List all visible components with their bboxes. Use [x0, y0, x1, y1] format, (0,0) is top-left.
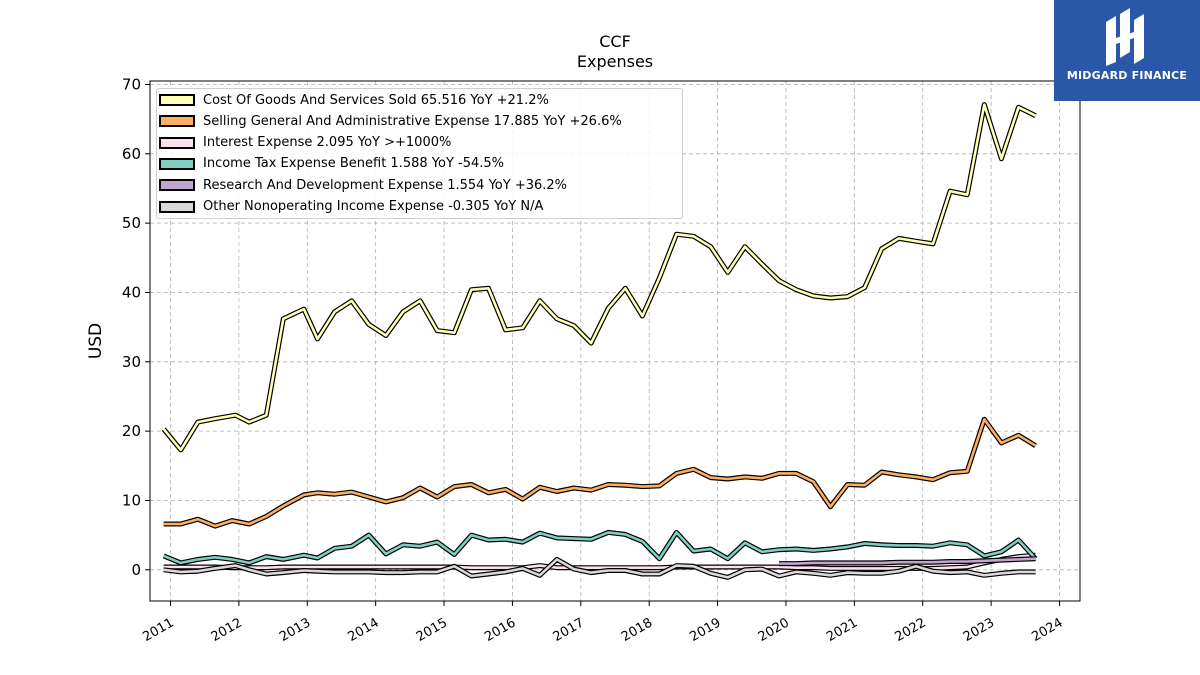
x-tick-label: 2021 — [824, 615, 860, 645]
x-axis-ticks: 2011 2012 2013 2014 2015 2016 2017 2018 2019 2020… — [140, 601, 1065, 645]
brand-logo: MIDGARD FINANCE — [1054, 0, 1200, 101]
chart-title-subtitle: Expenses — [576, 52, 654, 71]
legend-item: Cost Of Goods And Services Sold 65.516 Y… — [159, 90, 549, 110]
chart-legend: Cost Of Goods And Services Sold 65.516 Y… — [156, 88, 683, 219]
y-axis-label: USD — [86, 323, 106, 359]
series-line-6 — [163, 558, 1036, 579]
legend-swatch — [159, 94, 195, 106]
legend-item: Other Nonoperating Income Expense -0.305… — [159, 197, 543, 217]
midgard-finance-logo-icon — [1106, 8, 1144, 66]
series-line-4 — [163, 531, 1037, 565]
y-tick-label: 60 — [122, 145, 141, 163]
y-tick-label: 30 — [122, 353, 141, 371]
series-line-1 — [162, 103, 1037, 452]
y-axis-ticks: 0 10 20 30 40 50 60 70 — [122, 75, 150, 579]
x-tick-label: 2022 — [893, 615, 929, 645]
y-tick-label: 10 — [122, 491, 141, 509]
series-line-2 — [163, 418, 1037, 528]
x-tick-label: 2019 — [687, 615, 723, 645]
series-line-outline — [163, 416, 1037, 529]
legend-swatch — [159, 179, 195, 192]
x-tick-label: 2020 — [756, 615, 792, 645]
x-tick-label: 2023 — [961, 615, 997, 645]
chart-series-lines — [161, 102, 1038, 580]
x-tick-label: 2013 — [277, 615, 313, 645]
x-tick-label: 2017 — [551, 615, 587, 645]
legend-swatch — [159, 200, 195, 213]
y-tick-label: 0 — [131, 561, 141, 579]
legend-label: Other Nonoperating Income Expense -0.305… — [203, 199, 544, 214]
legend-swatch — [159, 115, 195, 128]
brand-name: MIDGARD FINANCE — [1066, 69, 1188, 82]
y-tick-label: 40 — [122, 283, 141, 301]
x-tick-label: 2012 — [209, 615, 245, 645]
series-line-5 — [779, 557, 1036, 565]
plot-frame — [149, 80, 1081, 602]
x-tick-label: 2024 — [1029, 615, 1065, 645]
chart-title-ticker: CCF — [599, 32, 631, 51]
x-tick-label: 2018 — [619, 615, 655, 645]
legend-item: Interest Expense 2.095 YoY >+1000% — [159, 133, 451, 153]
legend-swatch — [159, 136, 195, 149]
x-tick-label: 2016 — [482, 615, 518, 645]
legend-label: Selling General And Administrative Expen… — [203, 113, 622, 129]
legend-item: Selling General And Administrative Expen… — [159, 111, 622, 131]
legend-swatch — [159, 157, 195, 170]
series-line-3 — [163, 553, 1036, 570]
y-tick-label: 70 — [122, 75, 141, 93]
x-tick-label: 2014 — [346, 615, 382, 645]
y-tick-label: 50 — [122, 214, 141, 232]
legend-item: Income Tax Expense Benefit 1.588 YoY -54… — [159, 154, 504, 174]
legend-label: Interest Expense 2.095 YoY >+1000% — [203, 135, 452, 151]
y-tick-label: 20 — [122, 422, 141, 440]
legend-label: Research And Development Expense 1.554 Y… — [203, 177, 568, 193]
x-tick-label: 2015 — [414, 615, 450, 645]
legend-item: Research And Development Expense 1.554 Y… — [159, 175, 567, 195]
legend-label: Income Tax Expense Benefit 1.588 YoY -54… — [203, 156, 504, 172]
x-tick-label: 2011 — [140, 615, 176, 645]
legend-label: Cost Of Goods And Services Sold 65.516 Y… — [203, 92, 549, 108]
